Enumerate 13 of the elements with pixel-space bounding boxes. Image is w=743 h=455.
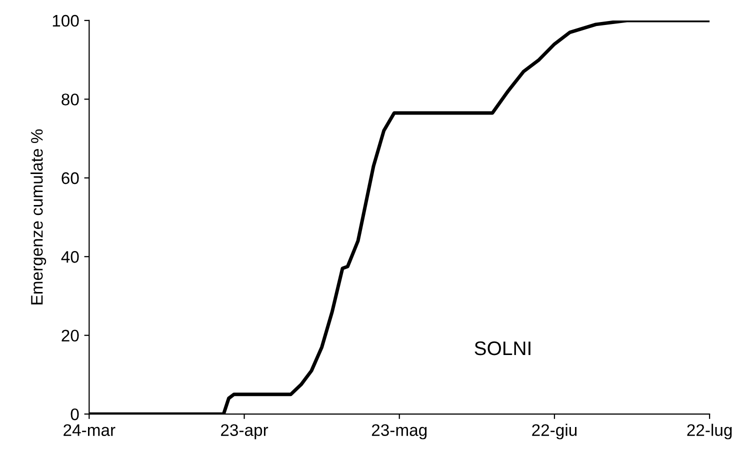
y-tick-label: 100 [52,14,79,27]
x-tick-label: 23-mag [372,424,427,440]
x-tick-label: 22-lug [687,424,732,440]
x-tick-label: 24-mar [64,424,116,436]
y-tick-label: 20 [62,330,79,342]
y-tick-label: 40 [61,251,79,263]
annotation: SOLNI [474,341,530,356]
y-tick-label: 0 [70,408,79,420]
x-tick-label: 23-apr [221,424,268,440]
y-tick-label: 60 [62,172,79,184]
x-tick-label: 22-giu [532,424,577,440]
y-axis-title: Emergenze cumulate % [30,129,46,304]
y-tick-label: 80 [62,94,79,106]
